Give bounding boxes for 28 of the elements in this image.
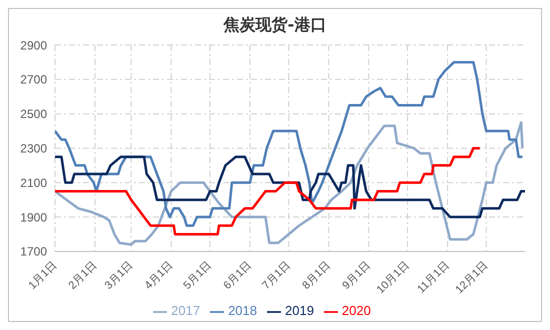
x-tick-label: 12月1日 [453, 259, 490, 296]
line-series [55, 146, 482, 236]
x-tick-label: 2月1日 [66, 259, 100, 292]
y-tick-label: 2500 [20, 107, 48, 122]
x-tick-label: 4月1日 [142, 259, 176, 292]
x-tick-label: 5月1日 [181, 259, 214, 292]
y-tick-label: 2300 [20, 141, 48, 156]
x-tick-label: 6月1日 [221, 259, 254, 292]
line-series [55, 60, 524, 227]
legend-label: 2019 [285, 303, 314, 318]
legend-label: 2020 [342, 303, 371, 318]
x-tick-label: 9月1日 [340, 259, 373, 292]
legend-label: 2018 [228, 303, 257, 318]
x-tick-label: 3月1日 [102, 259, 136, 292]
x-tick-label: 10月1日 [374, 259, 412, 296]
x-tick-label: 7月1日 [260, 259, 293, 292]
legend-label: 2017 [171, 303, 200, 318]
line-series [55, 121, 524, 246]
x-tick-label: 8月1日 [300, 259, 333, 292]
y-tick-label: 2100 [20, 176, 48, 190]
chart-title: 焦炭现货-港口 [222, 15, 328, 36]
y-tick-label: 1700 [20, 244, 48, 259]
y-tick-label: 1900 [20, 210, 48, 224]
y-tick-label: 2900 [20, 38, 48, 52]
line-series [55, 156, 525, 218]
y-tick-label: 2700 [20, 72, 48, 87]
x-tick-label: 11月1日 [415, 259, 452, 296]
x-tick-label: 1月1日 [26, 259, 60, 292]
